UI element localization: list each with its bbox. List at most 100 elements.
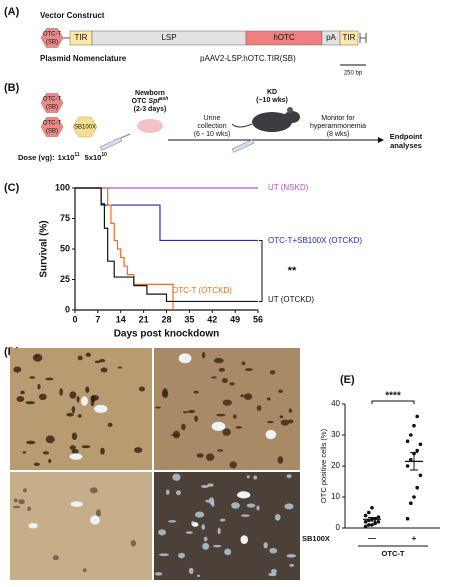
step-text: OTC Spfash [132, 96, 169, 105]
cell [224, 548, 232, 556]
cell [256, 505, 260, 511]
heading: Vector Construct [40, 11, 105, 20]
cell [193, 390, 199, 394]
dose: Dose (vg): 1x1011 5x1010 [18, 152, 107, 162]
dot [415, 485, 420, 490]
cell [216, 413, 226, 417]
cell [27, 506, 31, 512]
cell [197, 574, 201, 577]
cell [71, 406, 76, 414]
segment-label: pA [326, 33, 336, 42]
x-tick-label: 42 [207, 314, 217, 324]
y-tick-label: 75 [60, 213, 70, 223]
cell [20, 390, 25, 395]
vessel [90, 515, 100, 525]
cell [194, 511, 205, 518]
cap [359, 33, 367, 43]
dot [415, 448, 420, 453]
cell [267, 420, 274, 424]
cell [181, 423, 186, 431]
cell [201, 524, 206, 530]
cell [77, 355, 83, 361]
dot [376, 520, 381, 524]
panel-label: (A) [4, 6, 20, 18]
step-text: Newborn [135, 90, 165, 97]
vessel [240, 535, 249, 544]
hex-text: OTC-T [43, 32, 62, 38]
construct: TIR LSP hOTC pA TIR [69, 30, 359, 46]
cell [245, 368, 253, 372]
cell [66, 412, 75, 417]
vessel [237, 491, 251, 499]
cell [176, 490, 181, 496]
step-text: collection [197, 123, 226, 130]
cell [85, 386, 90, 393]
cell [201, 351, 206, 359]
x-tick-label: 21 [139, 314, 149, 324]
cell [77, 414, 82, 418]
cell [212, 544, 222, 548]
cell [158, 529, 167, 536]
cell [71, 432, 78, 441]
cell [81, 445, 91, 449]
cell [187, 409, 195, 414]
cell [278, 389, 283, 394]
hexagon [40, 93, 64, 113]
cell [85, 352, 91, 357]
cell [71, 449, 79, 454]
scale-text: 250 bp [344, 71, 363, 77]
x-tick-label: 49 [230, 314, 240, 324]
dot [363, 524, 368, 529]
cell [219, 518, 226, 522]
cell [82, 568, 87, 573]
dot [409, 433, 413, 437]
cell [172, 473, 181, 481]
hex-text: (SB) [46, 105, 58, 111]
cell [274, 514, 281, 521]
series-label: UT (NSKD) [268, 183, 309, 192]
cell [13, 498, 18, 503]
dot [363, 520, 368, 524]
cell [280, 419, 290, 426]
cell [95, 509, 102, 517]
cell [217, 449, 224, 452]
x-tick-label: 28 [161, 314, 171, 324]
cell [12, 505, 21, 509]
segment-label: hOTC [273, 33, 295, 42]
cell [240, 394, 245, 398]
dot [370, 506, 374, 510]
cell [117, 366, 123, 369]
survival-line [75, 187, 258, 303]
cell [177, 552, 185, 559]
y-tick-label: 0 [65, 304, 70, 314]
y-tick-label: 25 [60, 274, 70, 284]
step-text: (6 - 10 wks) [194, 131, 231, 138]
cell [203, 536, 208, 542]
cell [279, 415, 284, 419]
significance: **** [385, 391, 401, 402]
step-text: analyses [390, 141, 422, 150]
arrow-head [378, 137, 384, 143]
bracket [259, 239, 263, 302]
group-label: OTC-T [382, 549, 405, 558]
cell [271, 568, 277, 574]
cell [69, 445, 76, 450]
panel-label: (C) [4, 182, 20, 194]
cell [288, 419, 294, 424]
cell [284, 503, 294, 510]
hexagon [72, 116, 98, 138]
cell [107, 422, 113, 427]
series-label: UT (OTCKD) [268, 295, 314, 304]
cell [253, 475, 258, 480]
cell [32, 353, 43, 362]
hexagon [40, 28, 64, 48]
cell [52, 555, 59, 561]
cell [29, 376, 36, 379]
step-text: (2-3 days) [134, 106, 167, 113]
dot [405, 516, 410, 521]
y-tick-label: 50 [60, 243, 70, 253]
cell [94, 360, 101, 364]
hex-text: (SB) [46, 40, 58, 46]
cell [286, 554, 297, 558]
cell [59, 388, 63, 396]
